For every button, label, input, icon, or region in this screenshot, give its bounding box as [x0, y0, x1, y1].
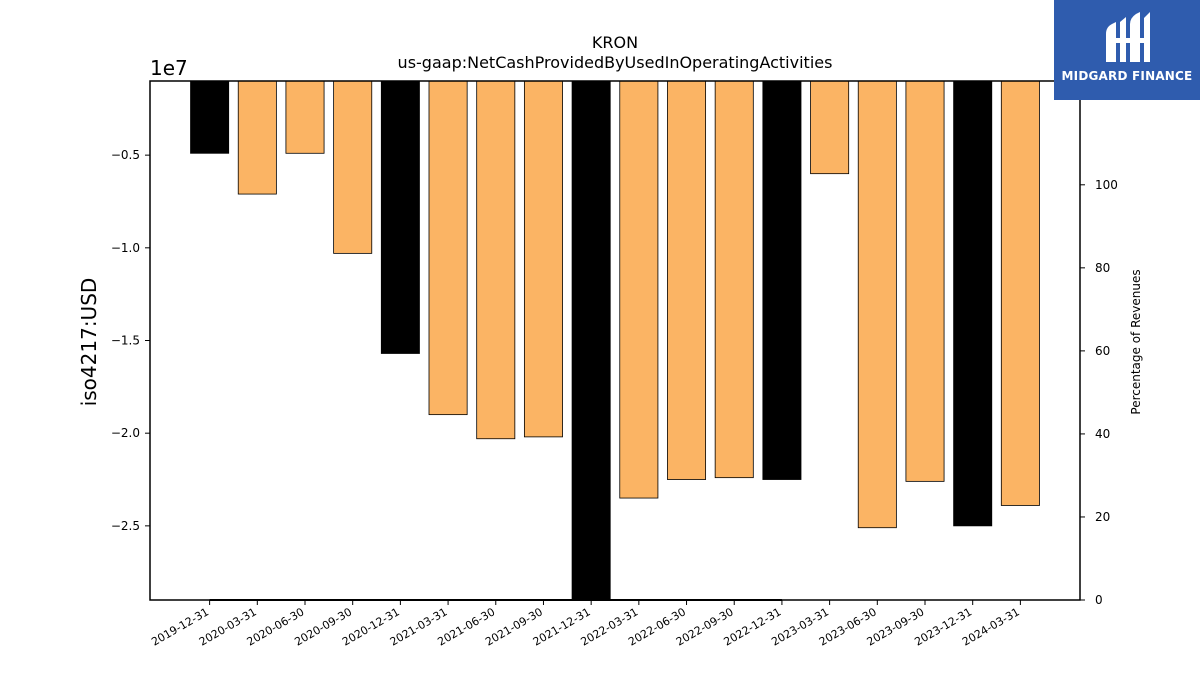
bar-2023-06-30: [857, 80, 897, 529]
bar-2021-09-30: [523, 80, 563, 438]
y-tick-label: −2.0: [111, 426, 140, 440]
y2-tick-label: 0: [1095, 593, 1103, 607]
bar-2021-12-31: [571, 80, 611, 601]
bar-2024-03-31: [1000, 80, 1040, 506]
y2-tick-label: 100: [1095, 178, 1118, 192]
y-axis-label: iso4217:USD: [77, 278, 101, 407]
bar-2023-09-30: [905, 80, 945, 482]
bar-2020-06-30: [285, 80, 325, 154]
bar-2022-12-31: [762, 80, 802, 480]
bar-2019-12-31: [190, 80, 230, 154]
bar-2023-03-31: [810, 80, 850, 175]
y-offset-label: 1e7: [150, 56, 188, 80]
bar-2022-09-30: [714, 80, 754, 479]
bar-2023-12-31: [953, 80, 993, 527]
bar-2022-03-31: [619, 80, 659, 499]
midgard-finance-logo: MIDGARD FINANCE: [1054, 0, 1200, 100]
y-tick-label: −1.0: [111, 241, 140, 255]
bar-2020-12-31: [380, 80, 420, 354]
y-tick-label: −2.5: [111, 519, 140, 533]
y2-tick-label: 20: [1095, 510, 1110, 524]
y2-tick-label: 60: [1095, 344, 1110, 358]
bar-2022-06-30: [667, 80, 707, 480]
y2-axis-label: Percentage of Revenues: [1129, 269, 1143, 414]
y-tick-label: −0.5: [111, 148, 140, 162]
bar-2021-03-31: [428, 80, 468, 416]
chart-title: KRON: [592, 33, 638, 52]
bar-2020-03-31: [237, 80, 277, 195]
chart-subtitle: us-gaap:NetCashProvidedByUsedInOperating…: [398, 53, 833, 72]
midgard-logo-icon: [1106, 12, 1150, 62]
logo-text: MIDGARD FINANCE: [1061, 69, 1193, 83]
y2-tick-label: 80: [1095, 261, 1110, 275]
y2-tick-label: 40: [1095, 427, 1110, 441]
bar-2021-06-30: [476, 80, 516, 440]
y-tick-label: −1.5: [111, 334, 140, 348]
bar-2020-09-30: [333, 80, 373, 254]
